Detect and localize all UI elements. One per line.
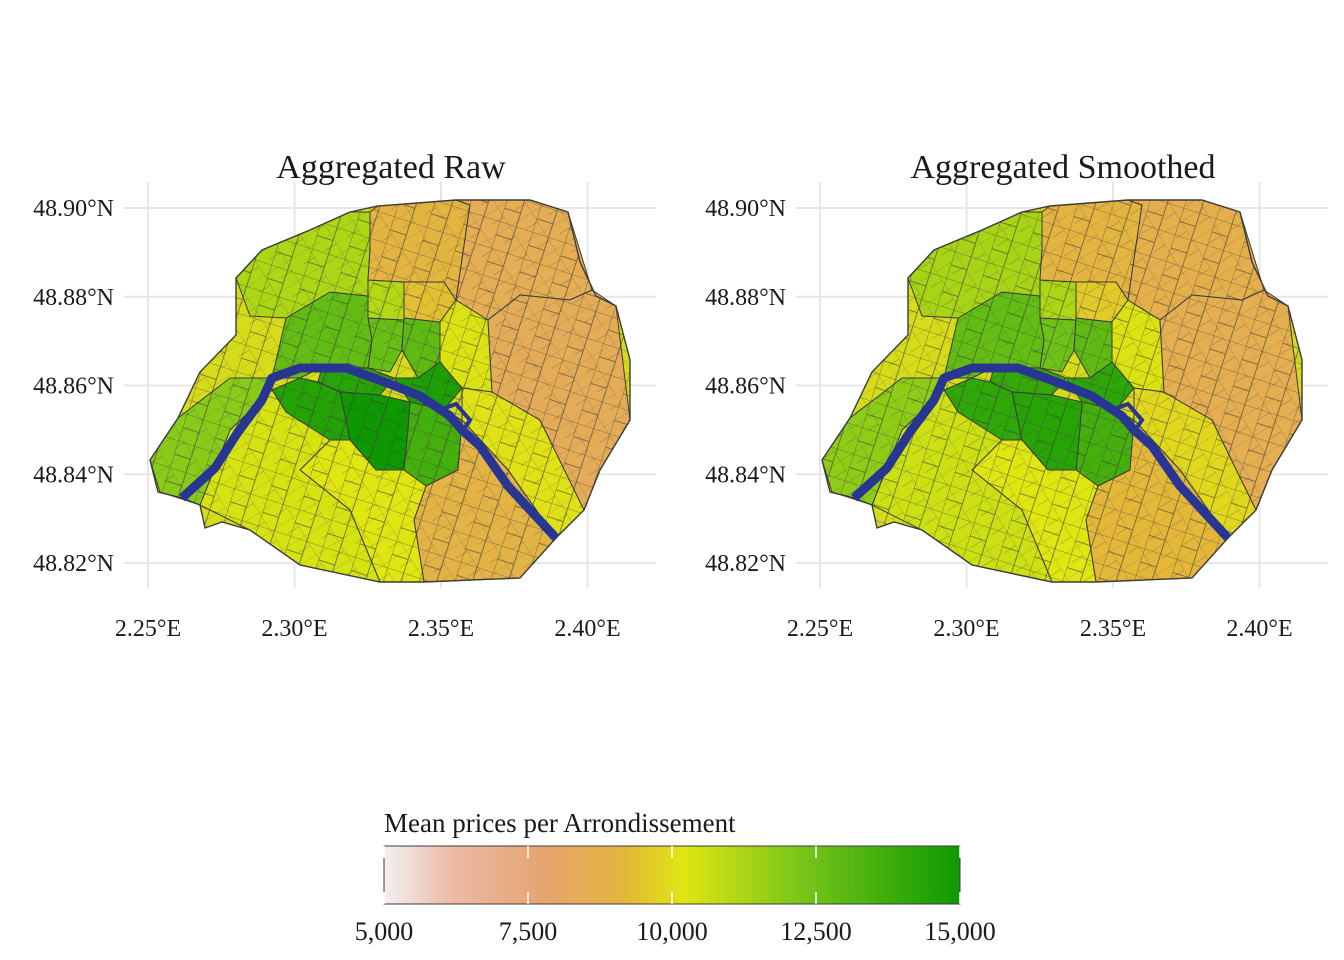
legend-label: 15,000 [924,917,996,946]
legend-label: 12,500 [780,917,852,946]
color-legend: Mean prices per Arrondissement 5,000 7,50… [355,808,996,946]
lat-tick-label: 48.82°N [705,551,786,577]
lon-tick-label: 2.35°E [1080,616,1146,642]
lat-tick-label: 48.88°N [33,285,114,311]
city-border [149,199,631,583]
river-island [1108,401,1145,436]
lat-tick-label: 48.84°N [33,462,114,488]
river-seine [850,363,1232,542]
lon-tick-label: 2.35°E [408,616,474,642]
city-border [821,199,1303,583]
river-island [436,401,473,436]
lat-tick-label: 48.90°N [33,196,114,222]
lat-tick-label: 48.90°N [705,196,786,222]
lon-tick-label: 2.30°E [933,616,999,642]
lon-tick-label: 2.40°E [554,616,620,642]
legend-label: 7,500 [499,917,558,946]
legend-title: Mean prices per Arrondissement [384,808,736,838]
street-network-secondary [822,200,1302,582]
lon-tick-label: 2.25°E [115,616,181,642]
street-network-secondary [150,200,630,582]
lon-tick-label: 2.25°E [787,616,853,642]
panel-title: Aggregated Smoothed [911,149,1216,186]
lat-tick-label: 48.86°N [33,374,114,400]
map-panel-raw: Aggregated Raw 48.90°N 48.88°N 48.86°N 48.84… [33,149,656,642]
river-seine [178,363,560,542]
map-panel-smoothed: Aggregated Smoothed 48.90°N 48.88°N 48.86°N… [705,149,1328,642]
lat-tick-label: 48.88°N [705,285,786,311]
legend-label: 10,000 [636,917,708,946]
lon-tick-label: 2.40°E [1226,616,1292,642]
panel-title: Aggregated Raw [276,149,506,186]
legend-ticks: 5,000 7,500 10,000 12,500 15,000 [355,846,996,946]
lat-tick-label: 48.82°N [33,551,114,577]
lon-tick-label: 2.30°E [261,616,327,642]
lat-tick-label: 48.84°N [705,462,786,488]
legend-label: 5,000 [355,917,414,946]
lat-tick-label: 48.86°N [705,374,786,400]
